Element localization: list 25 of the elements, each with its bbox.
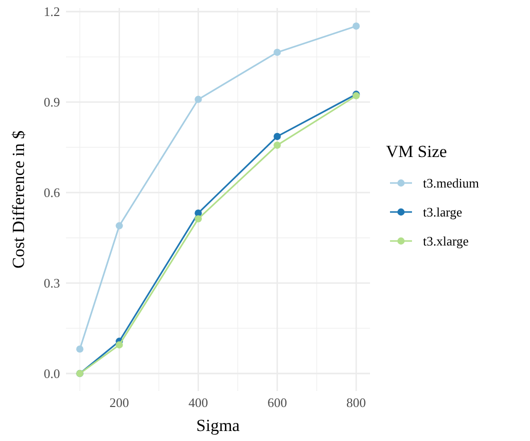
x-tick-label: 400 xyxy=(188,395,208,410)
point xyxy=(274,48,281,56)
y-tick-label: 0.0 xyxy=(44,366,60,382)
point xyxy=(194,96,202,103)
point xyxy=(116,341,123,348)
point xyxy=(194,209,202,217)
y-tick-label: 1.2 xyxy=(44,4,60,20)
point xyxy=(116,222,123,230)
y-tick-label: 0.9 xyxy=(44,94,60,110)
legend-label: t3.medium xyxy=(423,176,479,190)
legend-label: t3.xlarge xyxy=(423,234,469,248)
point xyxy=(194,215,202,222)
x-tick-label: 800 xyxy=(346,395,366,410)
legend-label: t3.large xyxy=(423,204,462,220)
point xyxy=(274,132,281,140)
point xyxy=(76,345,84,353)
x-tick-label: 200 xyxy=(110,395,130,410)
point xyxy=(274,142,281,149)
y-axis-title: Cost Difference in $ xyxy=(9,130,28,269)
point xyxy=(352,22,360,30)
y-tick-label: 0.3 xyxy=(44,276,60,291)
x-axis-title: Sigma xyxy=(196,416,240,435)
legend-title: VM Size xyxy=(386,142,447,161)
x-tick-label: 600 xyxy=(267,395,287,410)
y-tick-label: 0.6 xyxy=(44,185,60,200)
